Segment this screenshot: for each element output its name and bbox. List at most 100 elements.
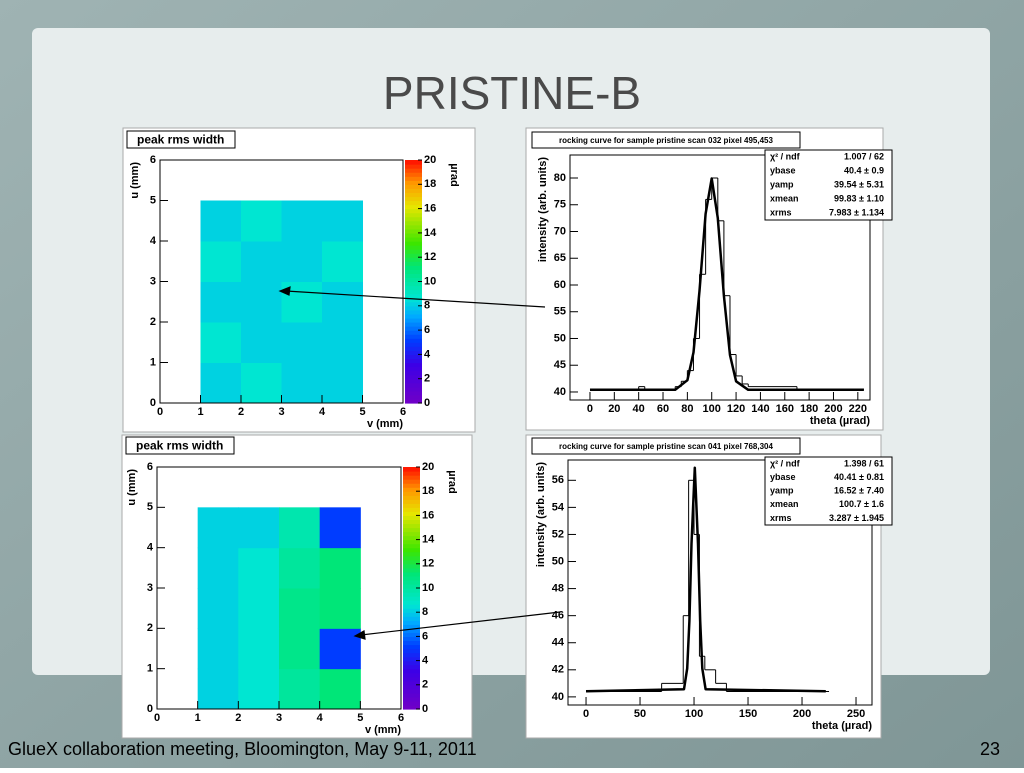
colorbar-slice xyxy=(405,176,422,181)
colorbar-slice xyxy=(405,216,422,222)
colorbar-slice xyxy=(405,370,422,376)
colorbar-slice xyxy=(403,507,420,512)
y-tick-label: 65 xyxy=(554,252,566,264)
colorbar-tick-label: 8 xyxy=(424,300,430,312)
arrow xyxy=(360,611,561,636)
colorbar-slice xyxy=(405,342,422,347)
y-tick-label: 50 xyxy=(552,555,564,567)
x-axis-label: v (mm) xyxy=(367,418,403,430)
colorbar-tick-label: 20 xyxy=(422,461,434,473)
colorbar-slice xyxy=(405,245,422,250)
colorbar-slice xyxy=(405,366,422,372)
colorbar-slice xyxy=(403,523,420,529)
colorbar-slice xyxy=(405,228,422,234)
colorbar-tick-label: 2 xyxy=(424,373,430,385)
y-tick-label: 44 xyxy=(552,637,565,649)
fit-curve xyxy=(585,466,826,693)
colorbar-slice xyxy=(405,164,422,169)
colorbar-tick-label: 0 xyxy=(422,703,428,715)
stats-name: xmean xyxy=(770,193,799,203)
heatmap-cell xyxy=(319,507,361,549)
colorbar-slice xyxy=(403,503,420,508)
y-tick-label: 6 xyxy=(150,154,156,166)
heatmap-cell xyxy=(241,241,282,282)
colorbar-slice xyxy=(403,495,420,500)
y-tick-label: 1 xyxy=(147,663,153,675)
stats-name: yamp xyxy=(770,179,794,189)
colorbar-tick-label: 16 xyxy=(422,509,434,521)
colorbar-slice xyxy=(405,326,422,331)
colorbar-slice xyxy=(403,636,420,642)
heatmap-cell xyxy=(197,507,239,549)
x-tick-label: 100 xyxy=(685,708,703,720)
colorbar-slice xyxy=(405,265,422,270)
stats-value: 39.54 ± 5.31 xyxy=(834,179,884,189)
colorbar-tick-label: 18 xyxy=(424,178,436,190)
arrow-head xyxy=(278,286,291,296)
y-tick-label: 4 xyxy=(147,542,154,554)
colorbar-slice xyxy=(403,567,420,573)
colorbar-slice xyxy=(403,483,420,488)
colorbar-tick-label: 4 xyxy=(422,655,429,667)
colorbar-slice xyxy=(403,612,420,617)
colorbar-slice xyxy=(403,511,420,516)
heatmap-cell xyxy=(200,200,242,242)
colorbar-tick-label: 10 xyxy=(424,275,436,287)
x-tick-label: 4 xyxy=(319,406,326,418)
stats-name: ybase xyxy=(770,472,796,482)
colorbar-slice xyxy=(403,467,420,472)
x-axis-label: v (mm) xyxy=(365,724,401,736)
colorbar-slice xyxy=(405,196,422,202)
colorbar-tick-label: 12 xyxy=(422,558,434,570)
colorbar-slice xyxy=(403,551,420,557)
colorbar-slice xyxy=(403,684,420,690)
colorbar-slice xyxy=(405,374,422,380)
stats-value: 40.41 ± 0.81 xyxy=(834,472,884,482)
colorbar-slice xyxy=(405,305,422,311)
x-axis-label: theta (µrad) xyxy=(810,415,870,427)
colorbar-slice xyxy=(405,261,422,266)
colorbar-slice xyxy=(405,390,422,396)
colorbar-slice xyxy=(403,616,420,621)
arrow-head xyxy=(353,630,366,640)
heatmap-cell xyxy=(197,668,239,710)
stats-value: 16.52 ± 7.40 xyxy=(834,486,884,496)
heatmap-cell xyxy=(200,362,242,404)
colorbar-slice xyxy=(405,362,422,368)
colorbar-tick-label: 4 xyxy=(424,348,431,360)
x-tick-label: 0 xyxy=(587,403,593,415)
y-tick-label: 40 xyxy=(554,386,566,398)
heatmap-cell xyxy=(322,281,363,323)
colorbar-slice xyxy=(403,680,420,686)
colorbar-slice xyxy=(405,334,422,339)
x-tick-label: 50 xyxy=(634,708,646,720)
axes-frame xyxy=(569,154,871,401)
x-tick-label: 20 xyxy=(608,403,620,415)
heatmap-cell xyxy=(279,668,321,710)
colorbar-tick-label: 18 xyxy=(422,485,434,497)
stats-name: χ² / ndf xyxy=(770,151,801,161)
colorbar-slice xyxy=(405,313,422,319)
y-tick-label: 48 xyxy=(552,582,564,594)
colorbar-slice xyxy=(403,700,420,706)
colorbar-tick-label: 12 xyxy=(424,251,436,263)
colorbar-slice xyxy=(405,257,422,262)
y-tick-label: 40 xyxy=(552,691,564,703)
colorbar-slice xyxy=(405,277,422,283)
title-box xyxy=(125,436,235,455)
heatmap-cell xyxy=(322,362,363,404)
x-tick-label: 200 xyxy=(793,708,811,720)
colorbar-slice xyxy=(403,471,420,476)
heatmap-cell xyxy=(281,241,323,282)
y-tick-label: 42 xyxy=(552,664,564,676)
colorbar-slice xyxy=(405,208,422,214)
colorbar-slice xyxy=(405,301,422,307)
y-tick-label: 52 xyxy=(552,528,564,540)
heatmap-cell xyxy=(279,507,321,549)
heatmap-cell xyxy=(197,628,239,670)
colorbar-label: µrad xyxy=(448,163,460,186)
colorbar-slice xyxy=(403,688,420,694)
y-tick-label: 45 xyxy=(554,359,566,371)
footer: GlueX collaboration meeting, Bloomington… xyxy=(8,739,477,759)
colorbar-slice xyxy=(405,350,422,355)
